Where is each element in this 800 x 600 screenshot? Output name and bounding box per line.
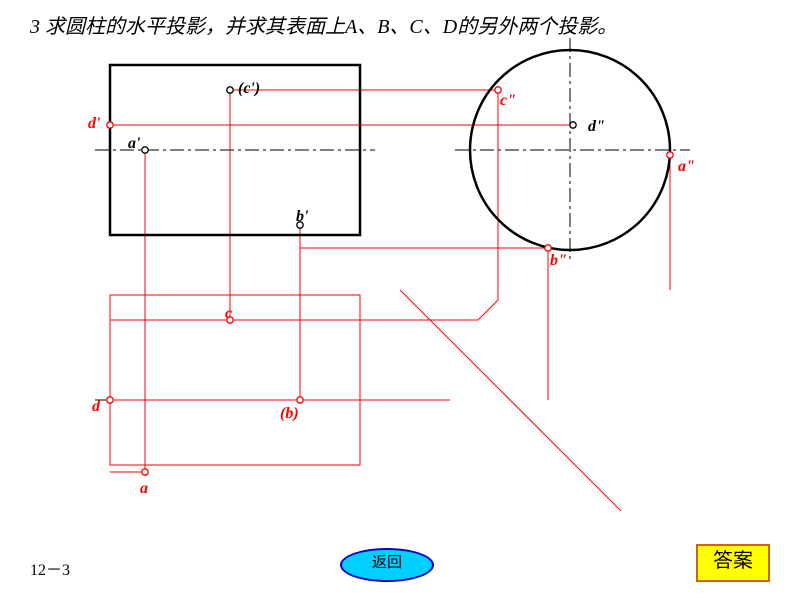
drawing-canvas [0, 0, 800, 560]
return-button[interactable]: 返回 [340, 548, 434, 582]
point-label: d [92, 398, 100, 416]
point-label: a [140, 480, 148, 498]
page-number: 12－3 [30, 556, 70, 580]
point-label: b' [296, 208, 308, 226]
answer-button[interactable]: 答案 [696, 544, 770, 582]
point-label: d" [588, 118, 605, 136]
point-label: c" [500, 92, 516, 110]
point-label: b" [550, 252, 567, 270]
point-label: d' [88, 115, 100, 133]
point-label: c [225, 305, 232, 323]
point-label: a' [128, 135, 140, 153]
point-label: (c') [238, 80, 260, 98]
point-label: (b) [280, 405, 299, 423]
point-label: a" [678, 158, 695, 176]
